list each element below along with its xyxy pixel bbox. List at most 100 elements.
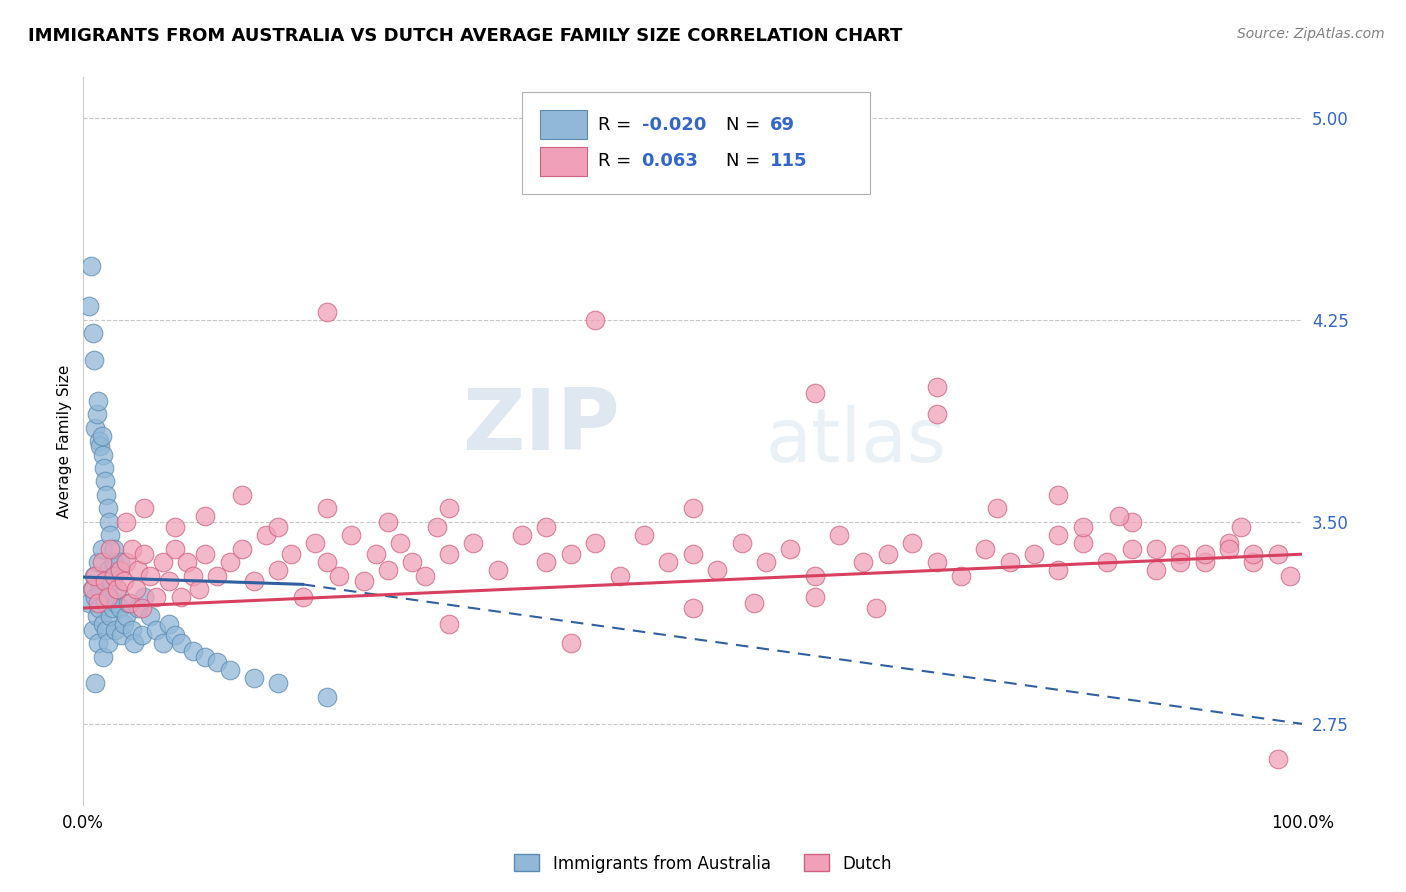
Point (218, 663, 240, 677)
Point (401, 555, 423, 569)
Point (437, 501, 460, 516)
Point (80, 582, 103, 597)
Point (188, 582, 211, 597)
Point (657, 555, 679, 569)
Point (121, 623, 143, 637)
Point (104, 623, 127, 637)
Point (389, 536, 412, 550)
Point (84, 420, 107, 434)
Point (134, 547, 156, 561)
Point (1047, 528, 1070, 542)
Point (1095, 555, 1118, 569)
Point (803, 591, 825, 605)
Point (157, 617, 180, 632)
Point (536, 555, 558, 569)
Point (231, 488, 253, 502)
Point (1267, 547, 1289, 561)
Point (779, 541, 801, 556)
Point (107, 582, 129, 597)
Point (510, 528, 533, 542)
Point (145, 623, 167, 637)
Point (267, 563, 290, 577)
Point (1121, 541, 1143, 556)
Point (1022, 547, 1045, 561)
Point (682, 501, 704, 516)
Point (1108, 509, 1130, 524)
Point (1267, 752, 1289, 766)
Point (131, 601, 153, 615)
Point (609, 568, 631, 582)
Point (93, 461, 115, 475)
Point (163, 520, 186, 534)
Point (803, 568, 825, 582)
Point (89, 434, 111, 448)
Point (1218, 541, 1240, 556)
Point (1121, 515, 1143, 529)
Point (1047, 563, 1070, 577)
Point (97, 636, 120, 650)
Point (706, 563, 728, 577)
Text: N =: N = (725, 152, 766, 170)
Point (340, 528, 363, 542)
Point (97, 501, 120, 516)
Point (1071, 536, 1094, 550)
Point (377, 515, 399, 529)
Point (79, 299, 101, 313)
Point (486, 563, 509, 577)
Point (89, 601, 111, 615)
Point (84, 676, 107, 690)
Point (1279, 568, 1302, 582)
Point (328, 568, 350, 582)
Point (755, 555, 778, 569)
Point (103, 568, 125, 582)
Point (207, 568, 229, 582)
Point (1168, 555, 1191, 569)
Point (145, 591, 167, 605)
Point (87, 636, 110, 650)
Point (157, 574, 180, 588)
Point (131, 628, 153, 642)
Point (103, 541, 125, 556)
Point (413, 568, 436, 582)
Point (87, 596, 110, 610)
FancyBboxPatch shape (522, 92, 869, 194)
Point (998, 555, 1021, 569)
Point (316, 690, 339, 704)
Point (1071, 520, 1094, 534)
Point (125, 582, 148, 597)
Text: -0.020: -0.020 (641, 116, 706, 134)
Text: atlas: atlas (766, 405, 946, 477)
Point (304, 536, 326, 550)
Point (163, 541, 186, 556)
Point (243, 671, 266, 685)
Point (86, 407, 108, 421)
Point (218, 555, 240, 569)
Point (353, 574, 375, 588)
Point (98, 528, 121, 542)
Point (243, 574, 266, 588)
Point (90, 541, 112, 556)
Point (730, 536, 752, 550)
Point (633, 528, 655, 542)
Point (108, 601, 131, 615)
Point (1194, 555, 1216, 569)
Legend: Immigrants from Australia, Dutch: Immigrants from Australia, Dutch (508, 847, 898, 880)
Point (163, 628, 186, 642)
Point (83, 568, 105, 582)
Point (90, 428, 112, 442)
Point (231, 541, 253, 556)
Point (426, 520, 449, 534)
Point (1168, 547, 1191, 561)
Point (84, 568, 107, 582)
Text: 115: 115 (769, 152, 807, 170)
Point (139, 609, 162, 624)
Point (112, 574, 135, 588)
Text: 0.063: 0.063 (641, 152, 699, 170)
Point (134, 501, 156, 516)
Point (267, 520, 290, 534)
Text: N =: N = (725, 116, 766, 134)
Point (254, 528, 277, 542)
Point (82, 623, 104, 637)
Point (181, 568, 204, 582)
Point (87, 393, 110, 408)
